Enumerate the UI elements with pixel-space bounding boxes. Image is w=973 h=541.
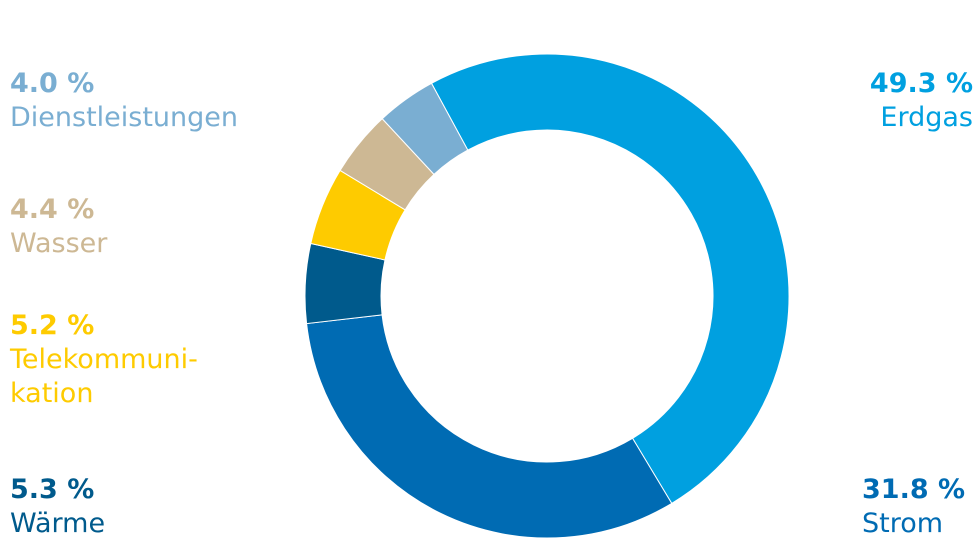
slice-name-telekommunikation-line2: kation [10, 378, 94, 409]
slice-name-telekommunikation-line1: Telekommuni- [10, 344, 198, 375]
slice-value-waerme: 5.3 % [10, 474, 95, 505]
legend-label-wasser: 4.4 % Wasser [10, 193, 107, 261]
donut-slice-erdgas [430, 53, 790, 505]
slice-value-strom: 31.8 % [862, 474, 966, 505]
slice-value-erdgas: 49.3 % [869, 68, 973, 99]
legend-label-waerme: 5.3 % Wärme [10, 473, 105, 541]
slice-name-dienstleistungen: Dienstleistungen [10, 102, 239, 133]
slice-name-wasser: Wasser [10, 228, 108, 259]
donut-slice-strom [306, 314, 673, 539]
legend-label-erdgas: 49.3 % Erdgas [870, 67, 973, 135]
slice-name-erdgas: Erdgas [880, 102, 973, 133]
legend-label-telekommunikation: 5.2 % Telekommuni- kation [10, 309, 198, 411]
slice-value-dienstleistungen: 4.0 % [10, 68, 95, 99]
legend-label-strom: 31.8 % Strom [862, 473, 965, 541]
slice-name-strom: Strom [862, 508, 944, 539]
slice-value-wasser: 4.4 % [10, 194, 95, 225]
donut-slice-dienstleistungen [381, 82, 469, 176]
slice-name-waerme: Wärme [10, 508, 106, 539]
slice-value-telekommunikation: 5.2 % [10, 310, 95, 341]
legend-label-dienstleistungen: 4.0 % Dienstleistungen [10, 67, 238, 135]
